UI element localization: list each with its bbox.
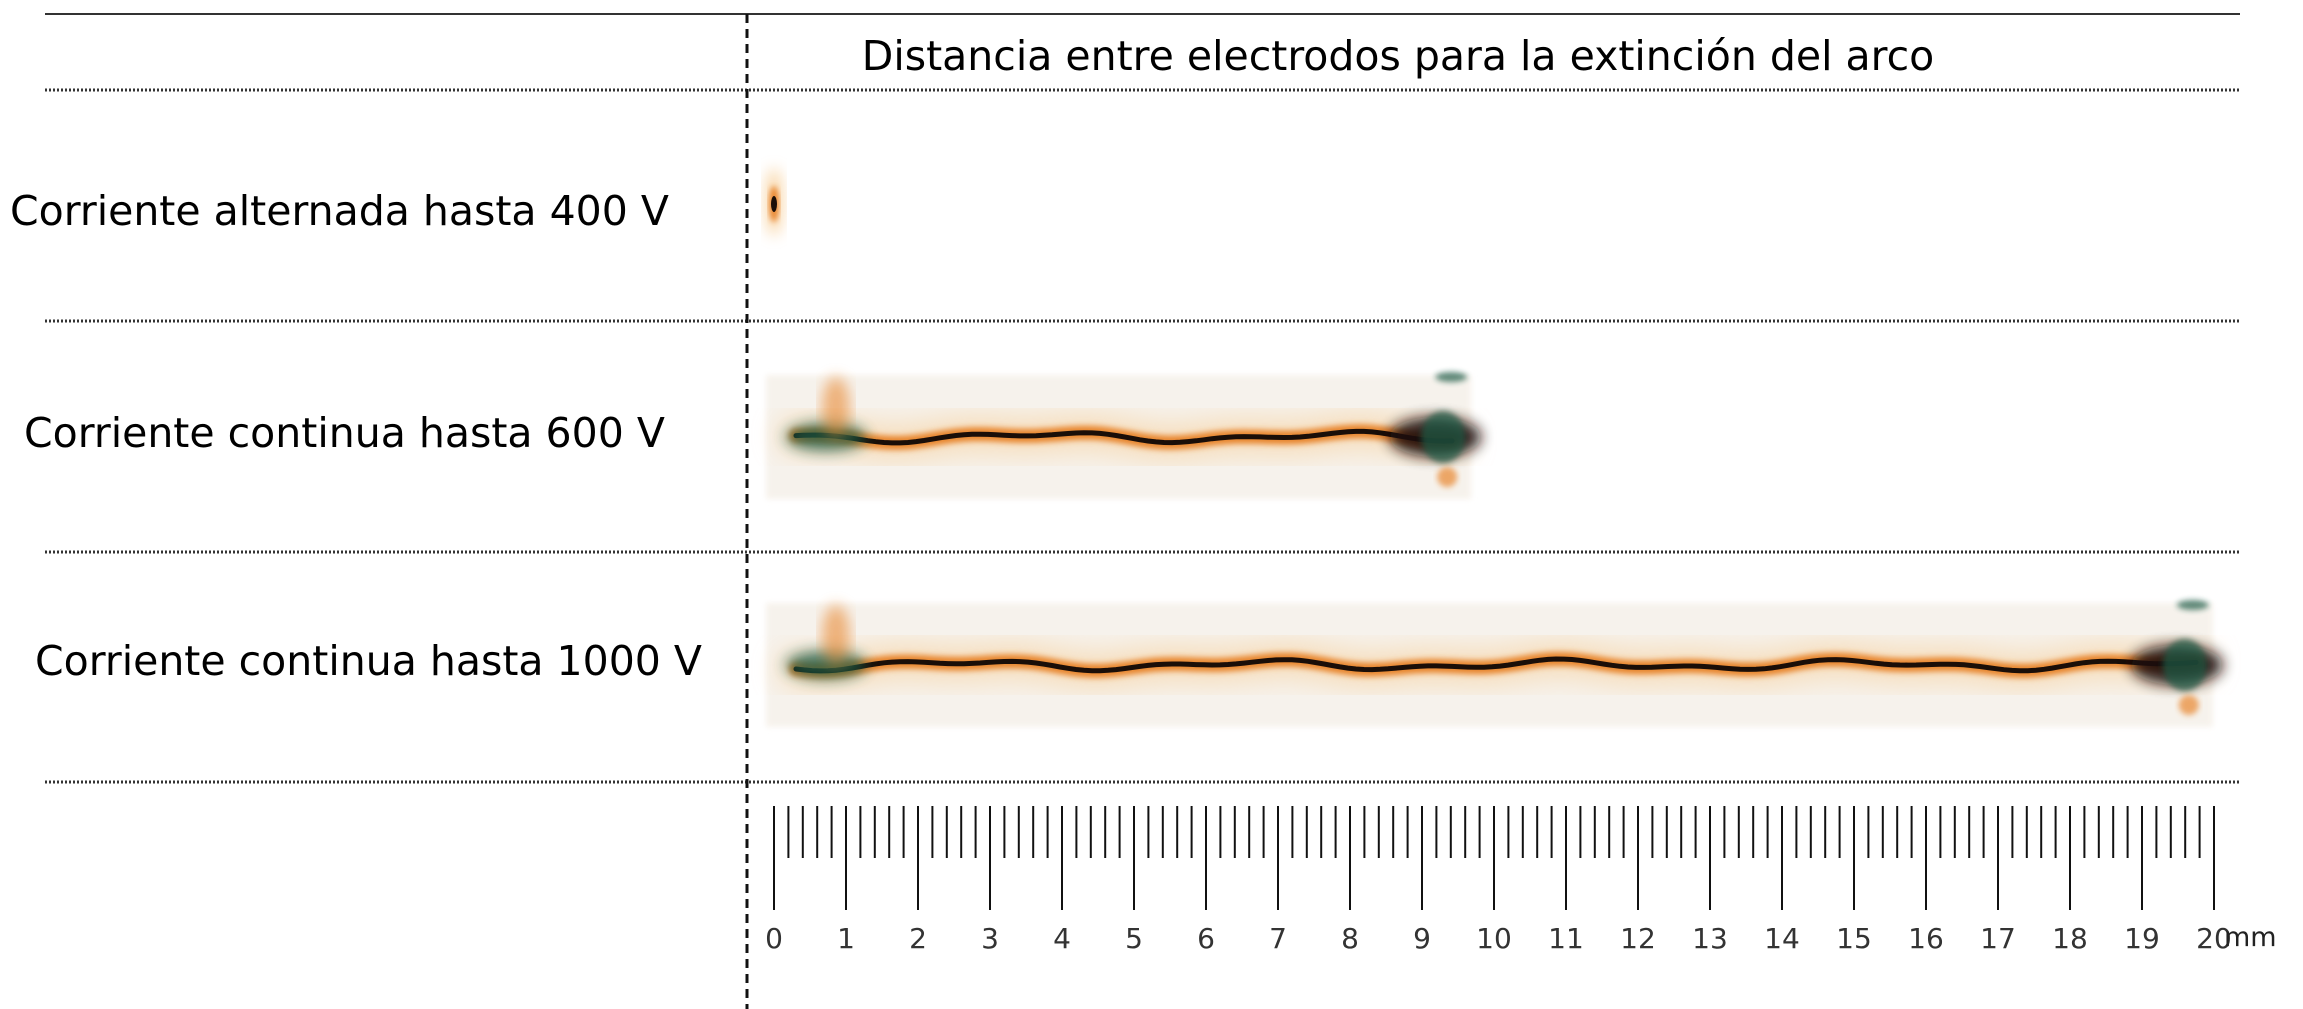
ruler-tick-label: 15 <box>1836 922 1872 955</box>
ruler-tick-label: 11 <box>1548 922 1584 955</box>
arc-start-spot <box>786 651 866 679</box>
row-label-ac-400v: Corriente alternada hasta 400 V <box>10 187 669 235</box>
arc-start-flare <box>822 605 850 665</box>
ruler-tick-label: 13 <box>1692 922 1728 955</box>
ruler-tick-label: 19 <box>2124 922 2160 955</box>
ruler-tick-label: 1 <box>837 922 855 955</box>
arc-end-streak <box>2176 600 2209 610</box>
ruler-tick-label: 8 <box>1341 922 1359 955</box>
arc-end-spark <box>2178 695 2199 715</box>
ruler-tick-label: 12 <box>1620 922 1656 955</box>
ruler-unit-label: mm <box>2224 922 2277 953</box>
ruler-tick-label: 17 <box>1980 922 2016 955</box>
arc-end-spark <box>1437 467 1458 487</box>
arc-core <box>771 196 777 212</box>
ruler-tick-label: 5 <box>1125 922 1143 955</box>
arc-end-electrode <box>1421 411 1466 463</box>
ruler-tick-label: 10 <box>1476 922 1512 955</box>
ruler-tick-label: 20 <box>2196 922 2232 955</box>
ruler-tick-label: 6 <box>1197 922 1215 955</box>
arc-start-spot <box>786 423 866 451</box>
arc-start-flare <box>822 377 850 437</box>
ruler-tick-label: 16 <box>1908 922 1944 955</box>
row-label-dc-1000v: Corriente continua hasta 1000 V <box>35 637 702 685</box>
ruler-tick-label: 18 <box>2052 922 2088 955</box>
ruler-tick-label: 2 <box>909 922 927 955</box>
ruler-tick-label: 4 <box>1053 922 1071 955</box>
arc-dc-1000v <box>766 600 2223 727</box>
ruler-tick-label: 7 <box>1269 922 1287 955</box>
diagram-title: Distancia entre electrodos para la extin… <box>862 32 1934 80</box>
row-label-dc-600v: Corriente continua hasta 600 V <box>24 409 665 457</box>
arc-end-electrode <box>2162 639 2207 691</box>
arc-core <box>793 428 1455 446</box>
mm-ruler: 0 1 2 3 4 5 6 7 8 9 10 11 12 13 14 15 16 17 18 19 20 <box>765 806 2232 955</box>
ruler-tick-label: 14 <box>1764 922 1800 955</box>
arc-dc-600v <box>766 372 1482 499</box>
ruler-tick-label: 9 <box>1413 922 1431 955</box>
arc-ac-400v <box>765 168 783 236</box>
ruler-tick-label: 0 <box>765 922 783 955</box>
ruler-tick-label: 3 <box>981 922 999 955</box>
arc-core <box>793 656 2199 674</box>
arc-end-streak <box>1435 372 1468 382</box>
